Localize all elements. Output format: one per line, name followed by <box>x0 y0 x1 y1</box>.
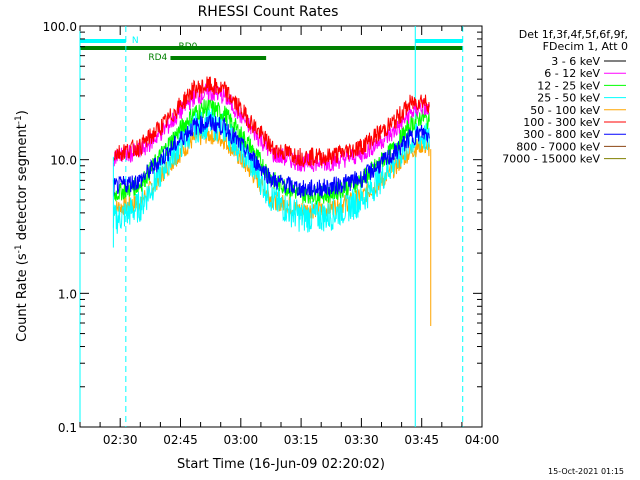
y-tick-label: 1.0 <box>58 287 77 301</box>
series-line <box>112 76 430 168</box>
flag-bar-label: RD0 <box>178 42 197 52</box>
y-label-sup-2: -1 <box>14 115 24 124</box>
x-axis-label: Start Time (16-Jun-09 02:20:02) <box>177 457 385 472</box>
legend-entry-label: 25 - 50 keV <box>537 92 600 105</box>
x-tick-label: 03:30 <box>344 433 379 447</box>
x-tick-label: 03:00 <box>224 433 259 447</box>
y-axis: 0.1 1.0 10.0 100.0 <box>43 20 482 435</box>
legend-entry-label: 300 - 800 keV <box>523 128 600 141</box>
legend-entry-label: 3 - 6 keV <box>551 55 600 68</box>
x-tick-label: 02:30 <box>103 433 138 447</box>
legend-entry-label: 6 - 12 keV <box>544 67 600 80</box>
y-tick-label: 10.0 <box>50 154 77 168</box>
y-label-part-2: detector segment <box>15 124 30 244</box>
legend: Det 1f,3f,4f,5f,6f,9f,FDecim 1, Att 0 3 -… <box>502 28 628 166</box>
legend-entry-label: 7000 - 15000 keV <box>502 153 600 166</box>
y-tick-label: 100.0 <box>43 20 77 34</box>
legend-entry-label: 50 - 100 keV <box>530 104 600 117</box>
vertical-markers <box>79 26 464 427</box>
x-tick-label: 03:15 <box>284 433 319 447</box>
x-tick-label: 04:00 <box>465 433 500 447</box>
flag-bar-label: RD4 <box>148 53 167 63</box>
series-line <box>112 107 430 234</box>
legend-header-line: Det 1f,3f,4f,5f,6f,9f, <box>519 28 628 41</box>
series-line <box>112 114 430 199</box>
data-series <box>112 76 432 326</box>
series-line <box>112 98 430 206</box>
y-tick-label: 0.1 <box>58 421 77 435</box>
legend-entry-label: 100 - 300 keV <box>523 116 600 129</box>
legend-header-line: FDecim 1, Att 0 <box>543 40 628 53</box>
x-tick-label: 03:45 <box>404 433 439 447</box>
y-label-part-1: Count Rate (s <box>15 253 30 342</box>
footer-timestamp: 15-Oct-2021 01:15 <box>548 467 624 476</box>
y-label-part-3: ) <box>15 110 30 115</box>
plot-frame <box>79 25 483 428</box>
legend-entry-label: 12 - 25 keV <box>537 79 600 92</box>
x-tick-label: 02:45 <box>163 433 198 447</box>
x-axis: 02:30 02:45 03:00 03:15 03:30 03:45 04:00 <box>79 26 500 447</box>
y-label-sup-1: -1 <box>14 244 24 253</box>
y-axis-label: Count Rate (s-1 detector segment-1) <box>14 110 30 342</box>
chart-title: RHESSI Count Rates <box>198 4 339 20</box>
legend-entry-label: 800 - 7000 keV <box>516 140 600 153</box>
flag-bar-label: N <box>132 36 139 46</box>
instrument-flag-bars: N RD0 RD4 <box>80 36 463 63</box>
